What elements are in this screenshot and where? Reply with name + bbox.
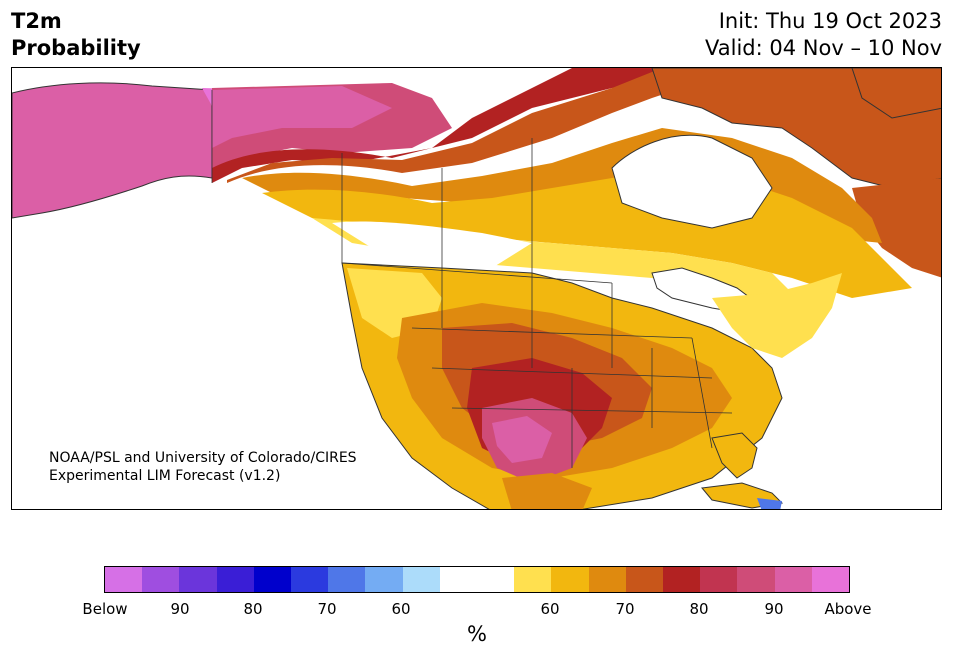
boundaries	[211, 90, 733, 468]
colorbar-swatch	[774, 567, 812, 592]
canada-red-band	[212, 68, 662, 183]
colorbar-swatch	[216, 567, 254, 592]
init-date: Init: Thu 19 Oct 2023	[718, 9, 942, 33]
colorbar-swatch	[179, 567, 217, 592]
colorbar-swatch	[551, 567, 589, 592]
colorbar-tick-label: 70	[615, 600, 635, 618]
colorbar-units: %	[467, 622, 487, 646]
colorbar-swatch	[700, 567, 738, 592]
map-panel	[11, 67, 942, 510]
east-yellow	[712, 273, 842, 358]
colorbar-tick-label: 60	[391, 600, 411, 618]
map-title: T2m Probability	[11, 8, 141, 62]
title-line-1: T2m	[11, 9, 62, 33]
colorbar-swatch	[737, 567, 775, 592]
canada-white-area	[332, 221, 532, 273]
colorbar-swatch	[477, 567, 515, 592]
credit-text: NOAA/PSL and University of Colorado/CIRE…	[49, 449, 357, 485]
hudson-bay	[611, 134, 773, 229]
florida	[711, 432, 758, 479]
canada-rust-band	[227, 68, 712, 183]
colorbar-swatch	[811, 567, 850, 592]
probability-map	[12, 68, 941, 509]
mexico-orange	[502, 473, 592, 509]
greenland	[851, 68, 941, 119]
colorbar-swatch	[663, 567, 701, 592]
credit-line-1: NOAA/PSL and University of Colorado/CIRE…	[49, 450, 357, 466]
labrador-rust	[852, 178, 941, 278]
colorbar-swatch	[105, 567, 143, 592]
alaska-region	[12, 82, 213, 219]
colorbar-swatch	[588, 567, 626, 592]
colorbar-swatch	[439, 567, 478, 592]
colorbar-tick-label: 80	[243, 600, 263, 618]
colorbar-tick-label: 90	[170, 600, 190, 618]
colorbar-tick-label: Above	[824, 600, 872, 618]
colorbar-swatch	[625, 567, 664, 592]
colorbar-tick-label: 70	[317, 600, 337, 618]
colorbar-swatch	[291, 567, 329, 592]
colorbar-swatch	[253, 567, 292, 592]
colorbar-swatch	[365, 567, 403, 592]
colorbar-tick-label: 80	[689, 600, 709, 618]
colorbar-tick-label: Below	[82, 600, 128, 618]
colorbar-tick-label: 90	[764, 600, 784, 618]
texas-magenta	[492, 416, 552, 463]
forecast-dates: Init: Thu 19 Oct 2023 Valid: 04 Nov – 10…	[705, 8, 942, 62]
cuba-blue	[757, 498, 782, 509]
colorbar-swatch	[514, 567, 552, 592]
colorbar-swatch	[142, 567, 180, 592]
title-line-2: Probability	[11, 36, 141, 60]
colorbar-tick-label: 60	[540, 600, 560, 618]
colorbar-swatch	[402, 567, 440, 592]
valid-range: Valid: 04 Nov – 10 Nov	[705, 36, 942, 60]
credit-line-2: Experimental LIM Forecast (v1.2)	[49, 468, 281, 484]
canada-north-pink2	[212, 86, 392, 148]
colorbar	[104, 566, 850, 593]
colorbar-swatch	[328, 567, 366, 592]
